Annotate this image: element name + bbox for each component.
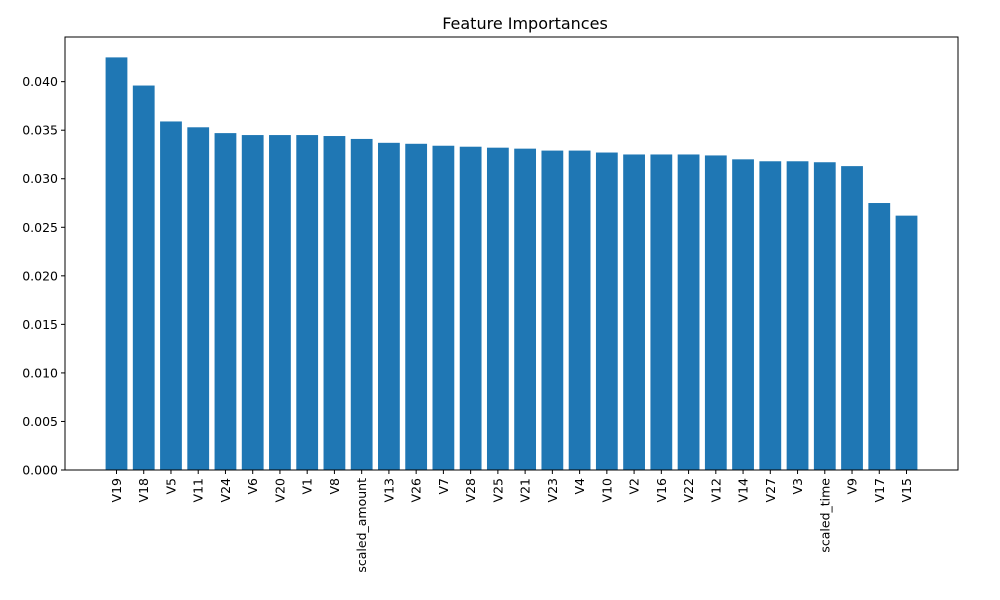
bar-V24 (214, 133, 237, 471)
x-tick-label: V25 (490, 478, 505, 502)
plot-frame (64, 36, 959, 471)
bar-V10 (595, 152, 618, 470)
bar-V6 (241, 135, 264, 470)
x-tick-label: V9 (845, 478, 860, 495)
y-axis-ticks: 0.000 0.005 0.010 0.015 0.020 0.025 0.030 0.035… (22, 74, 65, 478)
y-tick-label: 0.010 (22, 365, 58, 380)
chart-title: Feature Importances (442, 14, 608, 33)
bar-scaled_amount (350, 138, 373, 470)
x-tick-label: V19 (109, 478, 124, 503)
y-tick-label: 0.040 (22, 74, 58, 89)
bar-V12 (704, 155, 727, 470)
y-tick-label: 0.020 (22, 268, 58, 283)
y-tick-label: 0.005 (22, 414, 58, 429)
y-tick-label: 0.030 (22, 171, 58, 186)
bar-V18 (132, 85, 155, 470)
x-tick-label: V16 (654, 478, 669, 503)
y-tick-label: 0.025 (22, 220, 58, 235)
bar-V27 (759, 161, 782, 470)
x-tick-label: V18 (136, 478, 151, 503)
x-tick-label: V28 (463, 478, 478, 503)
bar-V5 (160, 121, 182, 471)
bar-V7 (432, 145, 455, 471)
bar-V15 (895, 215, 918, 470)
x-tick-label: V10 (599, 478, 614, 503)
y-tick-label: 0.015 (22, 317, 58, 332)
x-tick-label: scaled_time (817, 478, 832, 553)
x-tick-label: V21 (518, 478, 533, 502)
bar-scaled_time (813, 162, 836, 471)
bar-V16 (650, 154, 673, 470)
x-tick-label: V2 (627, 478, 642, 495)
bar-V22 (677, 154, 700, 470)
bar-V17 (868, 203, 891, 470)
x-tick-label: V14 (736, 478, 751, 503)
bar-V26 (405, 143, 428, 471)
bar-V1 (296, 135, 319, 470)
x-axis-ticks: V19 V18 V5 V11 V24 V6 V20 V1 V8 scaled_amount V13 V… (109, 470, 914, 573)
x-tick-label: V6 (245, 478, 260, 495)
bar-V25 (486, 147, 509, 470)
y-tick-label: 0.000 (22, 463, 58, 478)
x-tick-label: V13 (381, 478, 396, 502)
x-tick-label: V24 (218, 478, 233, 503)
bar-V8 (323, 136, 346, 470)
bar-V9 (841, 166, 863, 470)
x-tick-label: V20 (272, 478, 287, 503)
x-tick-label: V5 (163, 478, 178, 495)
x-tick-label: V12 (708, 478, 723, 502)
x-tick-label: V8 (327, 478, 342, 495)
x-tick-label: V26 (409, 478, 424, 503)
x-tick-label: V23 (545, 478, 560, 502)
bars-group (105, 57, 918, 471)
bar-V21 (514, 148, 537, 470)
bar-V19 (105, 57, 128, 470)
x-tick-label: V7 (436, 478, 451, 495)
x-tick-label: V27 (763, 478, 778, 502)
bar-V4 (568, 150, 591, 470)
x-tick-label: V22 (681, 478, 696, 502)
x-tick-label: V11 (191, 478, 206, 502)
bar-V13 (378, 142, 400, 470)
bar-V20 (269, 135, 291, 470)
bar-V23 (541, 150, 564, 470)
x-tick-label: V3 (790, 478, 805, 495)
x-tick-label: V4 (572, 478, 587, 495)
x-tick-label: V17 (872, 478, 887, 502)
bar-V28 (459, 146, 482, 470)
x-tick-label: V15 (899, 478, 914, 502)
bar-V3 (786, 161, 809, 470)
bar-V14 (732, 159, 754, 470)
y-tick-label: 0.035 (22, 123, 58, 138)
bar-V11 (187, 127, 210, 470)
x-tick-label: V1 (300, 478, 315, 495)
x-tick-label: scaled_amount (354, 478, 369, 573)
bar-V2 (623, 154, 645, 470)
